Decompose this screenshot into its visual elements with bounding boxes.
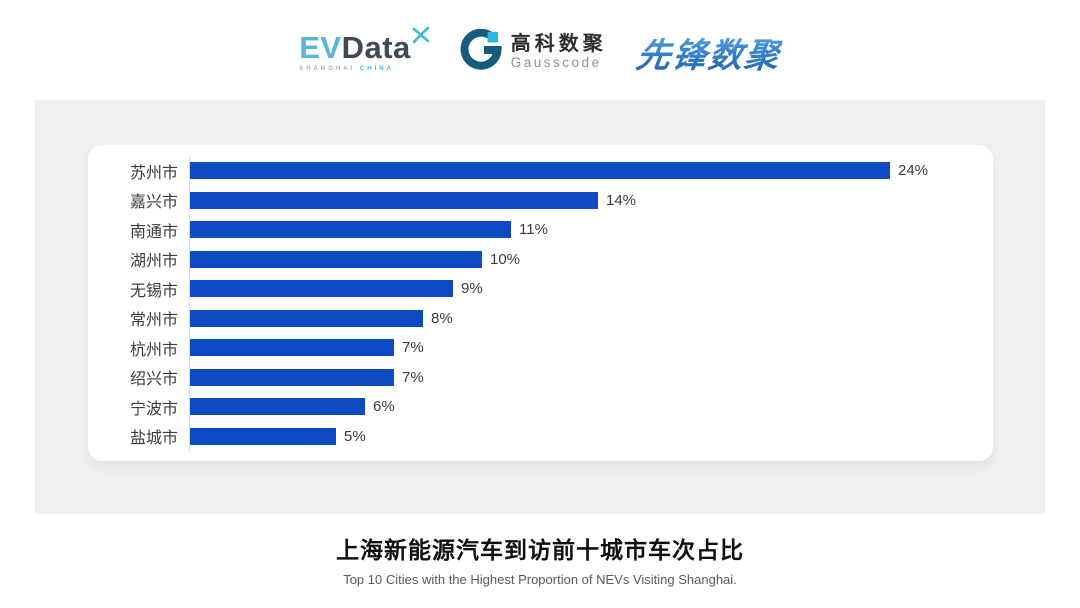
bar-track: 10% xyxy=(189,244,993,274)
category-label: 苏州市 xyxy=(129,164,178,182)
bar xyxy=(190,339,394,357)
value-label: 9% xyxy=(461,280,483,298)
value-label: 5% xyxy=(344,427,366,445)
value-label: 6% xyxy=(373,398,395,416)
bar-track: 7% xyxy=(189,362,993,392)
value-label: 7% xyxy=(402,339,424,357)
gausscode-en-label: Gausscode xyxy=(510,55,602,71)
bar-track: 24% xyxy=(189,156,993,186)
bar-row: 杭州市 7% xyxy=(88,333,993,363)
bar xyxy=(190,427,336,445)
evdata-sub-china: CHINA xyxy=(359,66,394,72)
bar xyxy=(190,309,423,327)
bar xyxy=(190,250,482,268)
category-label: 绍兴市 xyxy=(129,371,178,389)
value-label: 10% xyxy=(490,250,521,268)
bar-row: 无锡市 9% xyxy=(88,274,993,304)
bar-row: 湖州市 10% xyxy=(88,244,993,274)
bar-track: 14% xyxy=(189,185,993,215)
value-label: 7% xyxy=(402,368,424,386)
bar-chart: 苏州市 24% 嘉兴市 14% 南通市 11% 湖州市 10% 无锡市 9% 常州市 8% 杭州市 7% 绍… xyxy=(88,156,993,451)
bar-track: 8% xyxy=(189,303,993,333)
bar-track: 9% xyxy=(189,274,993,304)
category-label: 宁波市 xyxy=(129,400,178,418)
evdata-logo: EV Data SHANGHAI CHINA xyxy=(299,26,430,72)
bar xyxy=(190,280,453,298)
evdata-sparkle-icon xyxy=(412,26,430,48)
bar-track: 7% xyxy=(189,333,993,363)
value-label: 8% xyxy=(431,309,453,327)
value-label: 14% xyxy=(606,191,637,209)
value-label: 24% xyxy=(898,162,929,180)
bar-track: 11% xyxy=(189,215,993,245)
category-label: 湖州市 xyxy=(129,253,178,271)
logo-bar: EV Data SHANGHAI CHINA xyxy=(0,20,1080,84)
bar-row: 绍兴市 7% xyxy=(88,362,993,392)
bar-track: 5% xyxy=(189,421,993,451)
xianfeng-logo: 先锋数聚 xyxy=(633,28,784,77)
bar-row: 常州市 8% xyxy=(88,303,993,333)
category-label: 盐城市 xyxy=(129,430,178,448)
bar-row: 嘉兴市 14% xyxy=(88,185,993,215)
bar xyxy=(190,368,394,386)
chart-card: 苏州市 24% 嘉兴市 14% 南通市 11% 湖州市 10% 无锡市 9% 常州市 8% 杭州市 7% 绍… xyxy=(88,145,993,461)
chart-caption: 上海新能源汽车到访前十城市车次占比 Top 10 Cities with the… xyxy=(0,531,1080,587)
evdata-logo-data: Data xyxy=(341,30,411,65)
bar xyxy=(190,162,890,180)
bar xyxy=(190,398,365,416)
bar xyxy=(190,221,511,239)
evdata-logo-ev: EV xyxy=(299,30,342,65)
bar-row: 宁波市 6% xyxy=(88,392,993,422)
category-label: 无锡市 xyxy=(129,282,178,300)
bar-track: 6% xyxy=(189,392,993,422)
evdata-sub-shanghai: SHANGHAI xyxy=(299,66,356,72)
gausscode-cn-label: 高科数聚 xyxy=(510,33,607,56)
chart-subtitle: Top 10 Cities with the Highest Proportio… xyxy=(343,572,737,587)
category-label: 杭州市 xyxy=(129,341,178,359)
chart-title: 上海新能源汽车到访前十城市车次占比 xyxy=(336,537,744,563)
bar xyxy=(190,191,598,209)
chart-panel: 苏州市 24% 嘉兴市 14% 南通市 11% 湖州市 10% 无锡市 9% 常州市 8% 杭州市 7% 绍… xyxy=(35,100,1045,514)
category-label: 嘉兴市 xyxy=(129,194,178,212)
bar-row: 南通市 11% xyxy=(88,215,993,245)
category-label: 南通市 xyxy=(129,223,178,241)
bar-row: 苏州市 24% xyxy=(88,156,993,186)
gausscode-logo: 高科数聚 Gausscode xyxy=(460,28,607,76)
value-label: 11% xyxy=(519,221,548,239)
gausscode-g-icon xyxy=(460,28,502,76)
bar-row: 盐城市 5% xyxy=(88,421,993,451)
category-label: 常州市 xyxy=(129,312,178,330)
